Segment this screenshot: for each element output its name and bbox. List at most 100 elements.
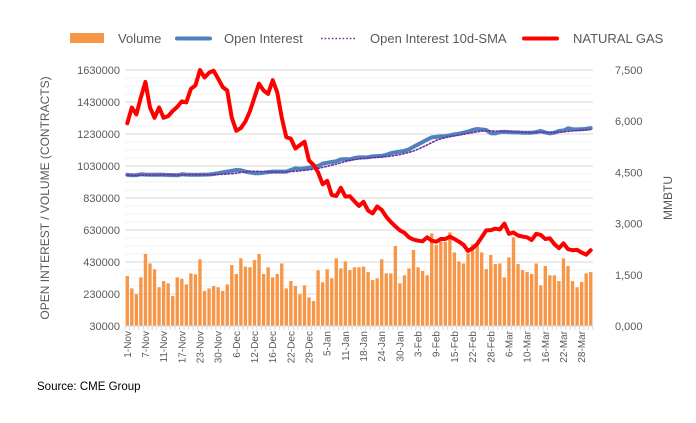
y2-tick-label: 6,000 [615, 116, 643, 128]
volume-bar [452, 252, 457, 326]
x-tick-label: 24-Jan [377, 331, 388, 362]
x-tick-label: 5-Jan [323, 331, 334, 356]
volume-bar [261, 274, 266, 326]
volume-bar [461, 263, 466, 326]
legend-label-open-interest: Open Interest [224, 31, 303, 46]
volume-bar [248, 267, 252, 326]
volume-bar [534, 263, 538, 326]
x-tick-label: 16-Dec [268, 331, 279, 363]
volume-bar [529, 274, 534, 326]
volume-bar [320, 282, 325, 326]
volume-bar [266, 267, 270, 326]
volume-bar [361, 266, 366, 326]
y-tick-label: 630000 [83, 225, 120, 237]
y-tick-label: 1230000 [77, 129, 120, 141]
volume-bar [589, 272, 593, 326]
volume-bar [207, 288, 211, 326]
volume-bar [225, 284, 229, 326]
natural-gas-line [125, 68, 593, 257]
x-tick-label: 16-Mar [541, 330, 552, 362]
volume-bar [439, 241, 443, 326]
x-tick-label: 3-Feb [414, 331, 425, 358]
y2-tick-label: 0,000 [615, 321, 643, 333]
volume-bar [166, 283, 170, 326]
volume-bar [416, 267, 420, 326]
y2-axis-title: MMBTU [661, 176, 675, 220]
volume-bar [448, 232, 452, 326]
volume-bar [539, 285, 543, 326]
volume-bar [470, 244, 475, 326]
volume-bar [516, 264, 520, 326]
x-tick-label: 6-Mar [504, 330, 515, 357]
x-tick-label: 11-Nov [159, 331, 170, 363]
x-tick-label: 17-Nov [177, 331, 188, 363]
volume-bar [357, 267, 361, 326]
y2-tick-label: 4,500 [615, 167, 643, 179]
y-tick-label: 230000 [83, 289, 120, 301]
x-tick-label: 28-Feb [486, 331, 497, 363]
x-tick-label: 30-Nov [214, 331, 225, 363]
volume-bar [384, 273, 388, 326]
legend-label-natural-gas: NATURAL GAS [573, 31, 664, 46]
x-tick-label: 22-Feb [468, 331, 479, 363]
volume-bar [284, 288, 288, 326]
volume-bar [389, 273, 393, 326]
open-interest-sma-line [126, 128, 592, 177]
x-tick-label: 11-Jan [341, 331, 352, 361]
volume-bar [343, 261, 348, 326]
volume-bar [393, 246, 398, 326]
volume-bar [230, 265, 234, 326]
volume-bar [511, 237, 516, 326]
x-tick-label: 12-Dec [250, 331, 261, 363]
volume-bar [557, 281, 561, 326]
x-tick-label: 1-Nov [123, 331, 134, 358]
volume-bar [566, 266, 570, 326]
volume-bar [552, 275, 557, 326]
legend: Volume Open Interest Open Interest 10d-S… [70, 31, 664, 46]
volume-bar [425, 275, 429, 326]
volume-bar [311, 301, 316, 326]
volume-bar [520, 270, 525, 326]
volume-bar [493, 264, 497, 326]
volume-bar [180, 278, 184, 326]
volume-bar [143, 254, 148, 326]
x-tick-label: 6-Dec [232, 331, 243, 358]
volume-bar [175, 277, 179, 326]
volume-bar [584, 273, 588, 326]
volume-bar [434, 245, 438, 326]
x-tick-label: 30-Jan [395, 331, 406, 362]
volume-bar [548, 275, 552, 326]
volume-bar [302, 285, 307, 326]
x-tick-label: 10-Mar [523, 330, 534, 362]
volume-bar [193, 274, 198, 326]
x-tick-label: 22-Dec [286, 331, 297, 363]
open-interest-line [125, 126, 593, 178]
y2-tick-label: 7,500 [615, 65, 643, 77]
volume-bar [307, 297, 311, 326]
volume-bar [189, 273, 193, 326]
volume-bar [366, 272, 370, 326]
volume-bar [339, 268, 343, 326]
legend-label-volume: Volume [118, 31, 161, 46]
volume-bar [489, 254, 493, 326]
volume-bar [380, 259, 384, 326]
volume-bar [134, 294, 139, 326]
volume-bar [479, 252, 484, 326]
x-tick-label: 28-Mar [577, 330, 588, 362]
x-tick-label: 29-Dec [305, 331, 316, 363]
volume-bar [275, 274, 279, 326]
volume-bar [484, 269, 488, 326]
volume-bar [298, 294, 302, 326]
volume-bar [184, 284, 189, 326]
y2-tick-label: 1,500 [615, 270, 643, 282]
y-tick-label: 1030000 [77, 161, 120, 173]
volume-bar [475, 242, 479, 326]
volume-bar [216, 287, 220, 326]
volume-bar [402, 275, 407, 326]
volume-bar [570, 281, 575, 326]
volume-bar [280, 263, 284, 326]
y-tick-label: 1430000 [77, 97, 120, 109]
volume-bar [325, 269, 329, 326]
volume-bar [457, 261, 461, 326]
